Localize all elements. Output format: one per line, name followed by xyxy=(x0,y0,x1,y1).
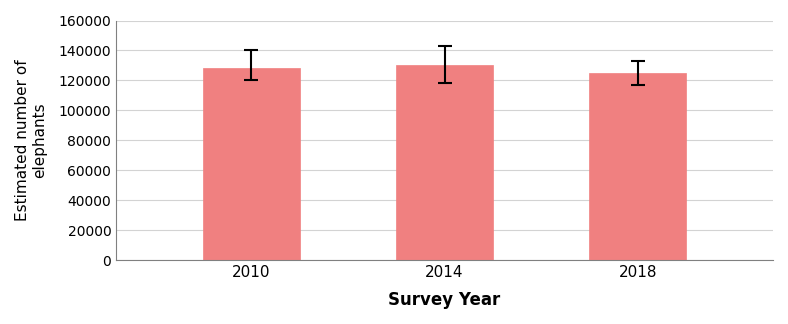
X-axis label: Survey Year: Survey Year xyxy=(388,291,500,309)
Bar xyxy=(203,68,299,260)
Y-axis label: Estimated number of
elephants: Estimated number of elephants xyxy=(15,59,47,221)
Bar xyxy=(396,65,492,260)
Bar xyxy=(589,73,686,260)
